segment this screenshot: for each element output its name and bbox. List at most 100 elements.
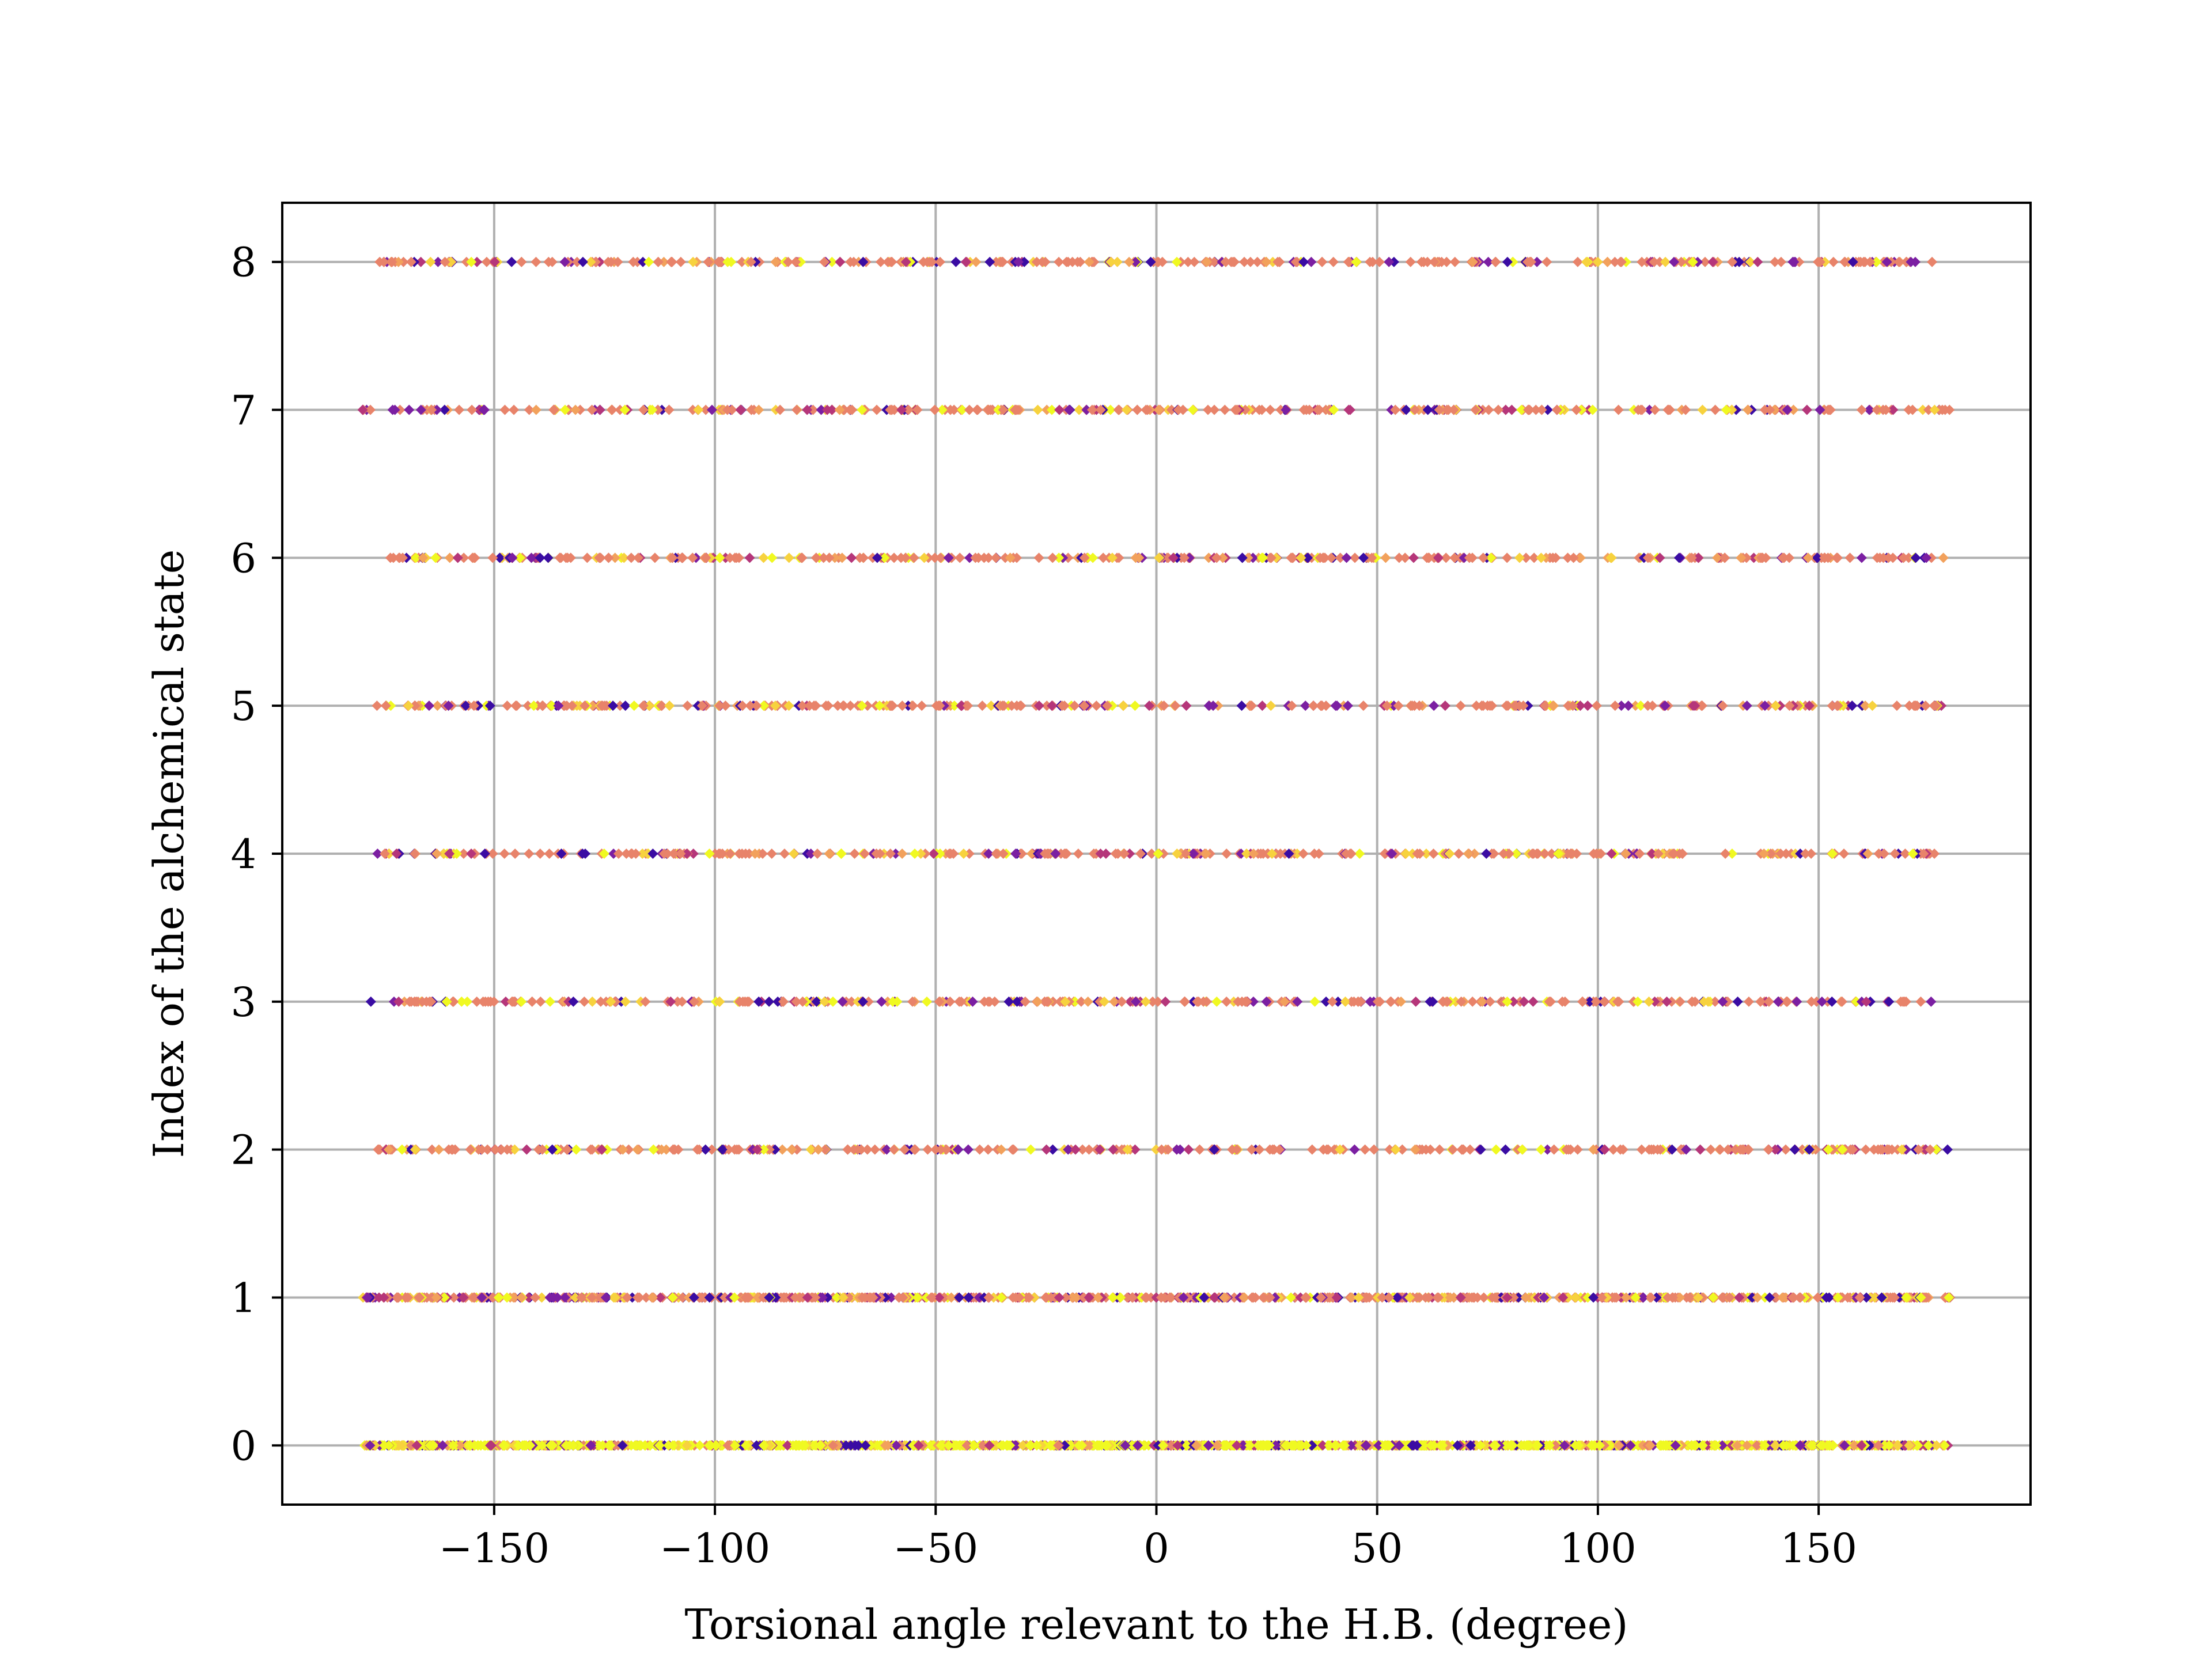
data-point [1651,1292,1662,1303]
data-point [406,256,416,267]
data-point [777,1144,788,1155]
data-point [897,849,908,859]
data-point [1119,849,1130,859]
data-point [1751,1440,1762,1451]
data-point [958,849,969,859]
data-point [548,404,559,415]
data-point [476,1292,487,1303]
data-point [1267,849,1278,859]
data-point [943,552,954,563]
data-point [1144,700,1155,711]
data-point [1942,1144,1953,1155]
data-point [577,849,588,859]
data-point [1732,996,1743,1007]
data-point [1588,1144,1599,1155]
data-point [535,552,546,563]
data-point [819,996,830,1007]
data-point [1257,1440,1268,1451]
data-point [1780,1144,1791,1155]
data-point [658,849,669,859]
data-point [379,849,390,859]
data-point [1408,1440,1419,1451]
data-point [373,1144,384,1155]
data-point [1893,256,1904,267]
data-point [1571,849,1582,859]
data-point [391,849,402,859]
data-point [576,1292,587,1303]
data-point [1332,996,1343,1007]
data-point [1584,996,1595,1007]
data-point [1130,700,1141,711]
data-point [585,256,596,267]
data-point [1907,404,1918,415]
data-point [797,700,808,711]
data-point [1521,552,1532,563]
y-tick-label: 2 [230,1127,256,1174]
data-point [1475,1144,1486,1155]
data-point [1254,1144,1265,1155]
data-point [1838,849,1849,859]
data-point [1434,404,1445,415]
data-point [1896,1144,1907,1155]
data-point [885,849,896,859]
data-point [1734,1292,1745,1303]
data-point [595,996,606,1007]
data-point [467,404,478,415]
data-point [444,849,455,859]
data-point [1014,1292,1025,1303]
data-point [638,256,649,267]
data-point [810,552,821,563]
data-point [448,996,459,1007]
data-point [1518,996,1529,1007]
data-point [1856,404,1867,415]
data-point [1448,404,1459,415]
data-point [506,256,517,267]
data-point [1722,1144,1733,1155]
x-axis-ticks: −150 −100 −50 0 50 100 150 [439,1505,1857,1572]
data-point [1609,256,1620,267]
data-point [1923,404,1934,415]
data-point [1350,552,1361,563]
data-point [1121,404,1132,415]
data-point [605,996,616,1007]
data-point [1832,552,1843,563]
data-point [1158,849,1169,859]
data-point [1551,404,1562,415]
data-point [1130,256,1141,267]
y-axis-title: Index of the alchemical state [145,550,193,1158]
data-point [1486,849,1497,859]
data-point [647,849,658,859]
data-point [536,1440,547,1451]
data-point [632,1144,643,1155]
data-point [1858,256,1869,267]
data-point [1328,404,1339,415]
data-point [1630,1292,1641,1303]
data-point [404,404,415,415]
data-point [1901,1292,1912,1303]
data-point [414,1292,425,1303]
data-point [479,1440,490,1451]
data-point [1690,1440,1701,1451]
data-point [1726,256,1737,267]
data-point [1777,552,1788,563]
data-point [1577,996,1588,1007]
x-tick-label: 50 [1351,1525,1403,1572]
data-point [1743,404,1753,415]
data-point [1339,1440,1350,1451]
data-point [594,404,605,415]
data-point [1540,700,1551,711]
data-point [1845,1144,1856,1155]
data-point [1194,1144,1205,1155]
data-point [724,1144,734,1155]
data-point [485,996,496,1007]
data-point [1865,256,1876,267]
data-point [1301,1440,1312,1451]
data-point [1764,404,1775,415]
data-point [770,1292,781,1303]
data-point [783,700,794,711]
data-point [1508,256,1518,267]
data-point [543,256,554,267]
data-point [596,1144,607,1155]
data-point [536,1292,547,1303]
data-point [1498,849,1509,859]
